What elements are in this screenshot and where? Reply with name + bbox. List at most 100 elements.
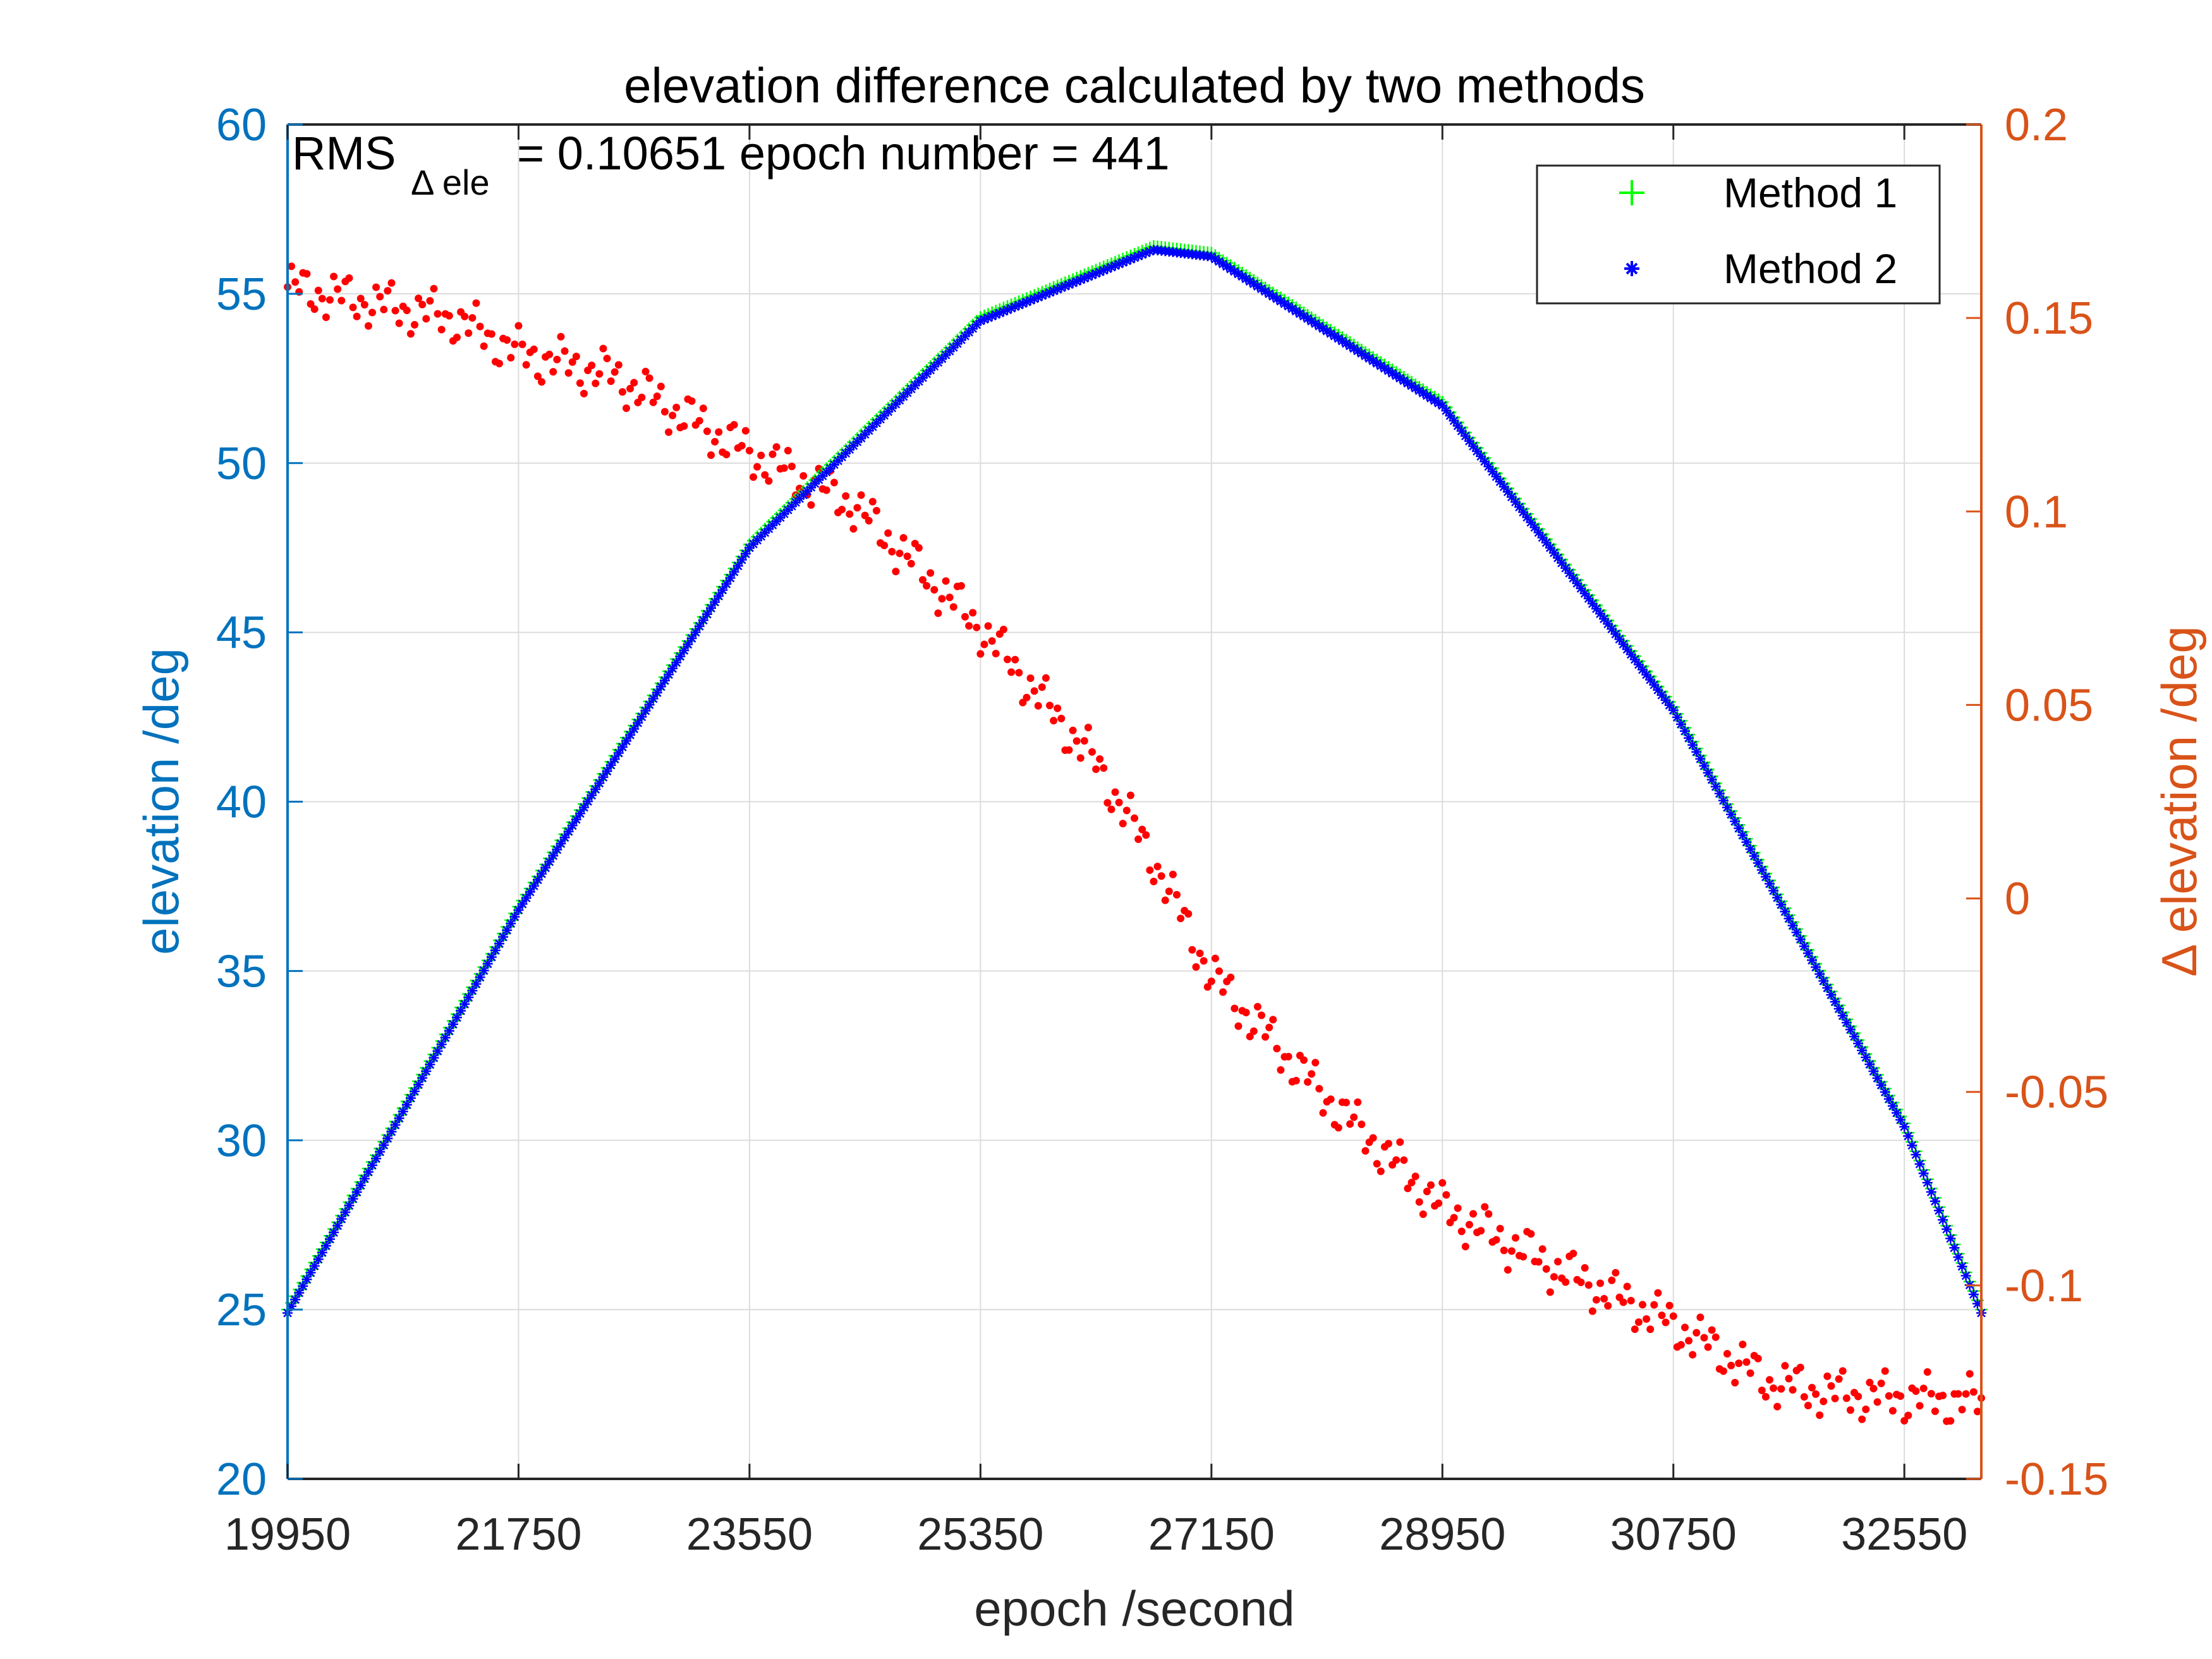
delta-point [838,506,846,514]
delta-point [1477,1227,1485,1235]
delta-point [1962,1390,1970,1398]
method-2-point [1495,477,1505,487]
delta-point [1631,1325,1639,1334]
method-2-point [506,918,516,929]
x-tick-label: 19950 [224,1509,351,1560]
method-2-point [1899,1121,1910,1132]
method-2-point [1818,976,1829,987]
method-2-point [509,911,520,922]
method-2-point [636,712,647,722]
delta-point [356,295,365,303]
method-2-point [1880,1086,1890,1097]
legend-label-method-1: Method 1 [1723,169,1897,216]
method-2-point [1402,378,1413,389]
method-2-point [1033,292,1043,303]
delta-point [1662,1318,1670,1327]
method-2-point [1214,256,1224,267]
method-2-point [1449,415,1459,426]
method-2-point [1106,262,1117,272]
delta-point [1192,963,1200,971]
method-2-point [652,687,662,698]
delta-point [880,542,889,550]
delta-point [1958,1406,1966,1414]
delta-point [1554,1258,1562,1266]
delta-point [934,609,942,617]
delta-point [1796,1363,1804,1371]
delta-point [980,640,988,648]
y-right-tick-label: -0.1 [2005,1261,2083,1311]
method-2-point [860,429,870,440]
method-2-point [1502,487,1513,497]
delta-point [965,622,973,630]
method-2-point [1768,885,1779,896]
method-2-point [1430,395,1440,406]
method-2-point [1772,892,1783,903]
delta-point [576,379,584,387]
method-2-point [1410,383,1421,394]
delta-point [1581,1264,1589,1272]
method-2-point [425,1059,435,1070]
delta-point [969,609,977,617]
method-2-point [921,368,932,379]
delta-point [769,450,777,458]
y-left-tick-label: 35 [216,946,267,997]
method-2-point [1564,568,1575,578]
delta-point [549,368,557,376]
method-2-point [428,1052,439,1063]
method-2-point [1102,264,1113,274]
method-2-point [629,724,640,734]
delta-point [1542,1265,1550,1273]
delta-point [564,369,573,377]
method-2-point [1691,746,1702,757]
delta-point [1789,1386,1797,1394]
delta-point [861,511,869,520]
method-2-point [559,832,570,843]
method-2-point [359,1173,370,1184]
delta-point [1719,1367,1727,1375]
y-left-tick-label: 60 [216,100,267,150]
delta-point [1207,977,1215,985]
delta-point [1465,1220,1473,1229]
delta-point [1253,1002,1261,1011]
delta-point [1392,1156,1401,1164]
delta-point [1373,1160,1381,1168]
delta-point [1600,1294,1608,1303]
y-right-tick-label: 0.05 [2005,680,2093,731]
delta-point [1727,1361,1735,1370]
delta-point [1038,683,1046,691]
method-2-point [1942,1224,1952,1234]
method-2-point [756,531,767,542]
method-2-point [894,395,905,406]
delta-point [1519,1253,1528,1261]
method-2-point [475,972,485,983]
delta-point [1731,1378,1739,1387]
delta-point [1785,1375,1793,1383]
method-2-point [444,1026,454,1036]
delta-point [1461,1243,1469,1251]
delta-point [1350,1113,1358,1121]
method-2-point [1064,279,1074,290]
method-2-point [320,1241,331,1251]
method-2-point [286,1301,297,1311]
delta-point [1030,687,1038,695]
delta-point [376,293,384,301]
method-2-point [1002,305,1012,315]
delta-point [384,287,392,295]
method-2-point [856,433,866,444]
delta-point [1427,1181,1435,1189]
method-2-point [1067,277,1078,288]
delta-point [1177,915,1185,923]
delta-point [1534,1258,1543,1266]
method-2-point [1883,1093,1894,1104]
method-2-point [1322,325,1332,336]
method-2-point [1098,265,1109,276]
delta-point [1723,1350,1731,1358]
method-2-point [1121,255,1132,266]
method-2-point [1864,1059,1875,1069]
method-2-point [1445,410,1455,421]
delta-point [1369,1134,1377,1142]
method-2-point [471,978,482,989]
method-2-point [1857,1045,1868,1056]
method-2-point [1052,284,1063,295]
method-2-point [987,311,997,322]
